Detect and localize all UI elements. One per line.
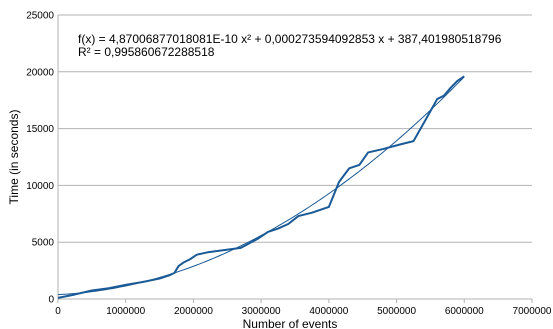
axes bbox=[57, 15, 533, 303]
y-tick-label: 10000 bbox=[26, 181, 54, 192]
x-tick-label: 5000000 bbox=[377, 306, 416, 317]
data-series-line bbox=[57, 75, 465, 299]
x-tick-label: 2000000 bbox=[174, 306, 213, 317]
gridlines bbox=[58, 14, 532, 243]
y-tick-label: 5000 bbox=[32, 238, 55, 249]
x-tick-label: 6000000 bbox=[445, 306, 484, 317]
x-tick-label: 3000000 bbox=[242, 306, 281, 317]
x-tick-label: 1000000 bbox=[106, 306, 145, 317]
x-tick-labels: 0 1000000 2000000 3000000 4000000 5000000 6000… bbox=[55, 306, 552, 317]
y-tick-label: 15000 bbox=[26, 124, 54, 135]
y-axis-title: Time (in seconds) bbox=[7, 110, 21, 205]
trendline-equation: f(x) = 4,87006877018081E-10 x² + 0,00027… bbox=[78, 32, 502, 46]
y-tick-labels: 0 5000 10000 15000 20000 25000 bbox=[26, 11, 54, 306]
x-axis-title: Number of events bbox=[243, 317, 338, 329]
r-squared-label: R² = 0,995860672288518 bbox=[78, 45, 215, 59]
y-tick-label: 25000 bbox=[26, 11, 54, 22]
x-tick-label: 4000000 bbox=[309, 306, 348, 317]
x-tick-label: 7000000 bbox=[513, 306, 552, 317]
y-tick-label: 20000 bbox=[26, 67, 54, 78]
x-tick-label: 0 bbox=[55, 306, 61, 317]
y-tick-label: 0 bbox=[48, 295, 54, 306]
series-group bbox=[57, 75, 465, 299]
